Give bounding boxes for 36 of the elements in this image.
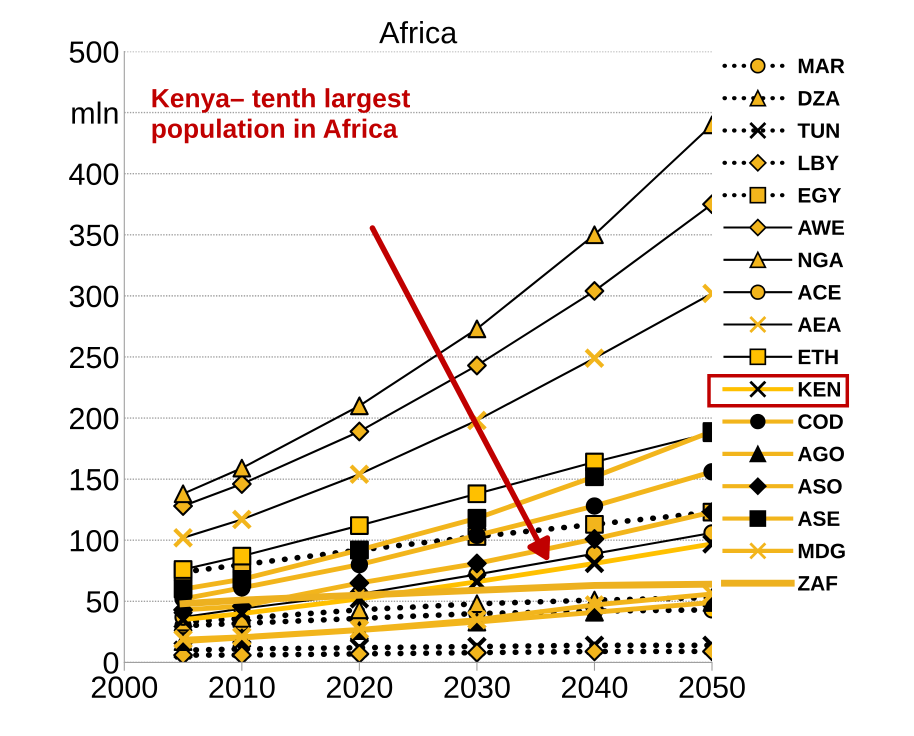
legend-label: ASE <box>798 511 840 526</box>
annotation: Kenya– tenth largest population in Africa <box>152 88 410 144</box>
legend-label: AEA <box>798 317 841 332</box>
y-tick-label: 300 <box>70 286 118 308</box>
y-tick-label: 0 <box>104 652 118 674</box>
legend-label: COD <box>798 414 843 430</box>
y-tick-label: 500 <box>70 41 118 63</box>
legend-label: KEN <box>798 382 840 396</box>
legend-label: ETH <box>798 350 838 364</box>
legend-label: TUN <box>798 123 839 138</box>
legend-label: LBY <box>798 156 839 170</box>
legend-label: MAR <box>798 58 844 74</box>
y-tick-label: 50 <box>86 591 118 613</box>
y-tick-label: 100 <box>70 530 118 552</box>
x-tick-label: 2030 <box>444 676 510 698</box>
legend-label: AWE <box>798 220 844 235</box>
legend-label: ACE <box>798 284 841 300</box>
x-tick-label: 2000 <box>92 676 158 698</box>
y-tick-label: 350 <box>70 224 118 246</box>
y-tick-label: 200 <box>70 408 118 430</box>
y-tick-label: 150 <box>70 468 118 491</box>
x-tick-label: 2050 <box>680 676 745 698</box>
chart-title: Africa <box>379 21 458 44</box>
legend-label: EGY <box>798 188 842 203</box>
x-tick-label: 2040 <box>562 676 628 698</box>
legend-label: ZAF <box>798 576 838 590</box>
legend-label: DZA <box>798 91 840 106</box>
legend-label: AGO <box>798 446 844 462</box>
legend-label: ASO <box>798 478 842 494</box>
y-tick-label: 400 <box>69 163 118 186</box>
x-tick-label: 2010 <box>209 676 275 698</box>
legend-label: NGA <box>798 252 844 268</box>
x-tick-label: 2020 <box>326 676 392 698</box>
y-tick-label: 250 <box>70 346 118 368</box>
y-tick-label: mln <box>72 102 118 124</box>
legend-label: MDG <box>798 544 845 558</box>
